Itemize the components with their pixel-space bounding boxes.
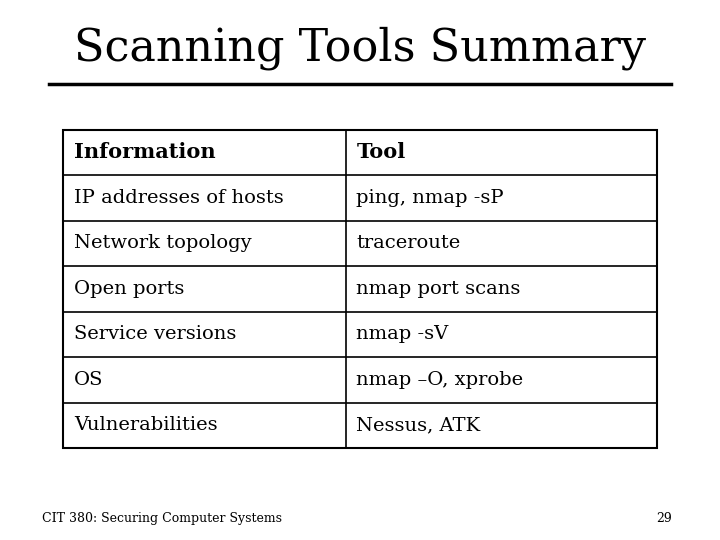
Text: Information: Information bbox=[74, 143, 216, 163]
Text: traceroute: traceroute bbox=[356, 234, 461, 252]
Text: Service versions: Service versions bbox=[74, 326, 236, 343]
Text: nmap –O, xprobe: nmap –O, xprobe bbox=[356, 371, 523, 389]
Text: CIT 380: Securing Computer Systems: CIT 380: Securing Computer Systems bbox=[42, 512, 282, 525]
Text: IP addresses of hosts: IP addresses of hosts bbox=[74, 189, 284, 207]
Text: nmap -sV: nmap -sV bbox=[356, 326, 449, 343]
Text: Open ports: Open ports bbox=[74, 280, 184, 298]
Text: 29: 29 bbox=[656, 512, 672, 525]
Bar bbox=[63, 130, 657, 448]
Text: Vulnerabilities: Vulnerabilities bbox=[74, 416, 217, 435]
Text: Scanning Tools Summary: Scanning Tools Summary bbox=[74, 27, 646, 70]
Text: Tool: Tool bbox=[356, 143, 406, 163]
Text: OS: OS bbox=[74, 371, 104, 389]
Text: Network topology: Network topology bbox=[74, 234, 252, 252]
Text: Nessus, ATK: Nessus, ATK bbox=[356, 416, 480, 435]
Text: nmap port scans: nmap port scans bbox=[356, 280, 521, 298]
Text: ping, nmap -sP: ping, nmap -sP bbox=[356, 189, 504, 207]
